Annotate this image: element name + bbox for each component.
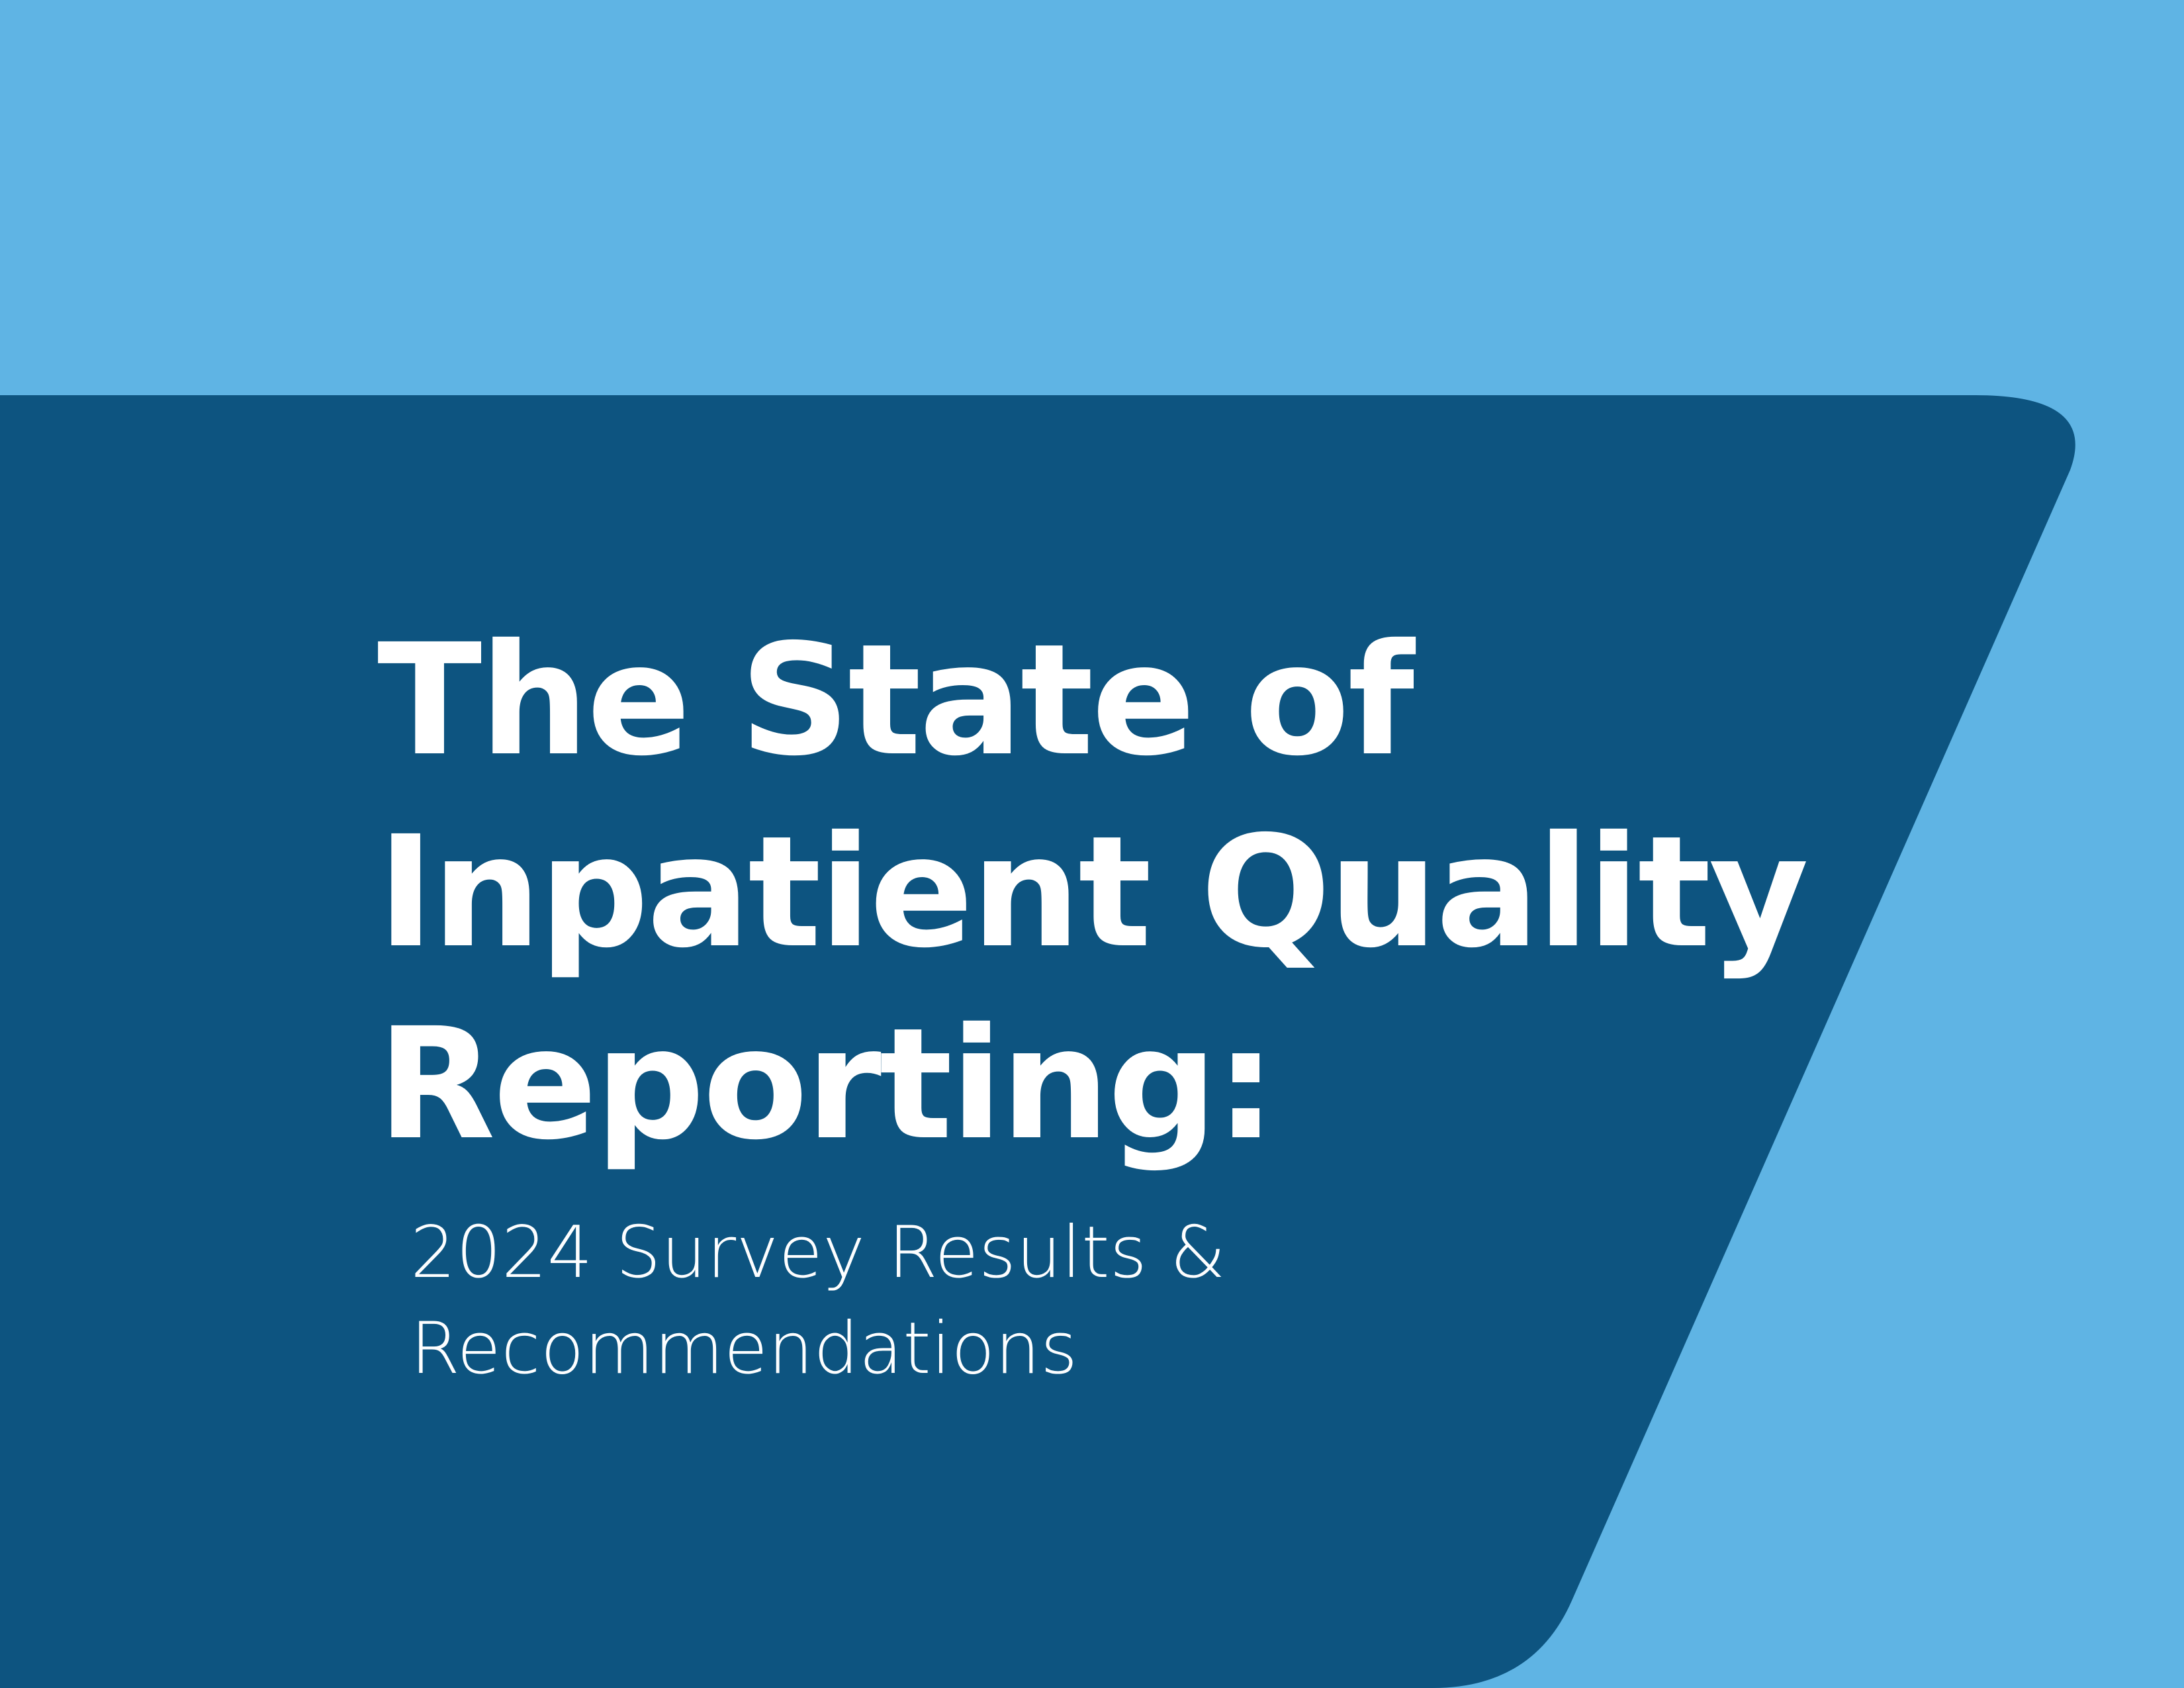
page-title: The State of Inpatient Quality Reporting… <box>377 604 1966 1180</box>
page-subtitle: 2024 Survey Results & Recommendations <box>410 1205 1226 1397</box>
dark-panel-path <box>0 395 2075 1688</box>
subtitle-line-1: 2024 Survey Results & <box>410 1211 1226 1294</box>
subtitle-line-2: Recommendations <box>410 1307 1078 1390</box>
title-line-3: Reporting: <box>377 995 1277 1174</box>
title-block: The State of Inpatient Quality Reporting… <box>377 604 1966 1180</box>
title-line-1: The State of <box>377 611 1414 790</box>
title-line-2: Inpatient Quality <box>377 803 1809 982</box>
